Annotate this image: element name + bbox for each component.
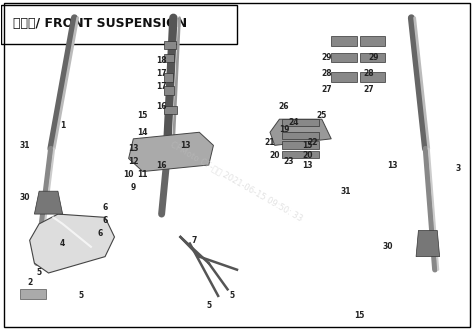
Polygon shape (270, 119, 331, 146)
Text: 22: 22 (307, 138, 318, 147)
Text: 15: 15 (137, 112, 148, 120)
Polygon shape (164, 41, 176, 49)
Bar (20, 289, 46, 299)
Text: 18: 18 (156, 56, 167, 65)
Bar (282, 151, 319, 158)
Text: 1: 1 (60, 121, 65, 130)
Bar (359, 72, 385, 82)
Polygon shape (164, 106, 177, 114)
Text: 3: 3 (456, 164, 461, 173)
FancyBboxPatch shape (1, 5, 237, 44)
Text: 20: 20 (302, 151, 313, 160)
Text: 21: 21 (265, 138, 275, 147)
Text: 17: 17 (156, 82, 167, 91)
Text: 9: 9 (131, 183, 136, 192)
Text: 5: 5 (36, 269, 42, 278)
Text: 6: 6 (102, 203, 108, 212)
Text: 29: 29 (321, 52, 332, 61)
Text: 20: 20 (269, 151, 280, 160)
Text: 4: 4 (60, 239, 65, 248)
Bar (331, 36, 357, 46)
Bar (359, 36, 385, 46)
Text: 13: 13 (302, 160, 313, 170)
Text: 19: 19 (279, 124, 289, 134)
Text: 25: 25 (317, 112, 327, 120)
Text: 31: 31 (20, 141, 30, 150)
Text: 6: 6 (102, 216, 108, 225)
Text: 6: 6 (98, 229, 103, 238)
Text: 16: 16 (156, 102, 167, 111)
Bar (282, 132, 319, 139)
Text: 17: 17 (156, 69, 167, 78)
Bar (359, 53, 385, 62)
Text: 15: 15 (302, 141, 313, 150)
Text: CFMoto CF-山城 2021-06-15 09:50: 33: CFMoto CF-山城 2021-06-15 09:50: 33 (169, 140, 305, 223)
Text: 12: 12 (128, 157, 138, 166)
Text: 30: 30 (20, 193, 30, 202)
Polygon shape (30, 214, 115, 273)
Bar (282, 118, 319, 126)
Bar (331, 72, 357, 82)
Text: 5: 5 (230, 291, 235, 300)
Text: 前悬架/ FRONT SUSPENSION: 前悬架/ FRONT SUSPENSION (13, 17, 187, 30)
Text: 16: 16 (156, 160, 167, 170)
Text: 15: 15 (355, 311, 365, 320)
Text: 27: 27 (321, 85, 332, 94)
Text: 30: 30 (383, 242, 393, 251)
Text: 7: 7 (192, 236, 197, 245)
Text: 13: 13 (128, 144, 138, 153)
Text: 5: 5 (79, 291, 84, 300)
Text: 5: 5 (206, 301, 211, 310)
Bar (282, 142, 319, 148)
Text: 26: 26 (279, 102, 289, 111)
Text: 10: 10 (123, 170, 134, 179)
Text: 2: 2 (27, 278, 32, 287)
Polygon shape (164, 73, 173, 82)
Text: 27: 27 (364, 85, 374, 94)
Text: 14: 14 (137, 128, 148, 137)
Text: 11: 11 (137, 170, 148, 179)
Bar (331, 53, 357, 62)
Polygon shape (416, 230, 439, 257)
Text: 24: 24 (288, 118, 299, 127)
Polygon shape (164, 54, 174, 62)
Polygon shape (128, 132, 213, 172)
Text: 31: 31 (340, 187, 351, 196)
Polygon shape (164, 86, 174, 95)
Text: 23: 23 (283, 157, 294, 166)
Text: 28: 28 (364, 69, 374, 78)
Text: 28: 28 (321, 69, 332, 78)
Text: 13: 13 (387, 160, 398, 170)
Polygon shape (35, 191, 63, 214)
Text: 29: 29 (368, 52, 379, 61)
Text: 13: 13 (180, 141, 191, 150)
